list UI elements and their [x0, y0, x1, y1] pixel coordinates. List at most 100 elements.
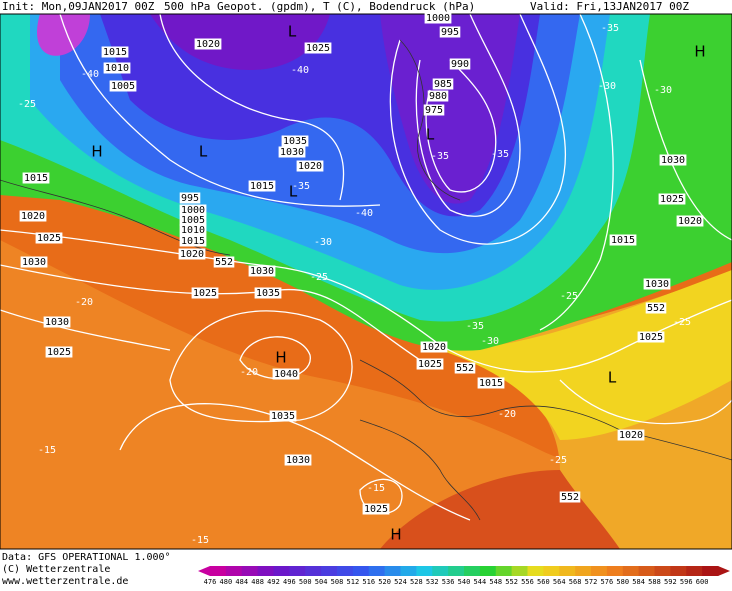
temperature-label: -40 — [291, 65, 309, 76]
pressure-center: L — [288, 23, 297, 41]
label-box — [179, 224, 207, 236]
pressure-center: H — [390, 526, 401, 544]
temperature-label: -25 — [673, 317, 691, 328]
label-box — [304, 42, 332, 54]
isobar-label: 1025 — [364, 504, 388, 515]
label-box — [254, 287, 282, 299]
legend-label: 524 — [394, 578, 407, 586]
label-box — [427, 90, 449, 102]
temperature-label: -25 — [560, 291, 578, 302]
legend-swatch — [670, 566, 687, 576]
isobar-label: 990 — [451, 59, 469, 70]
legend-swatch — [479, 566, 497, 576]
temperature-label: -20 — [75, 297, 93, 308]
temperature-label: -15 — [367, 483, 385, 494]
legend-label: 532 — [426, 578, 439, 586]
pressure-center: L — [608, 369, 617, 387]
field-magenta — [37, 14, 90, 56]
legend-label: 504 — [315, 578, 328, 586]
legend-label: 480 — [220, 578, 233, 586]
legend-swatch — [352, 566, 370, 576]
isobar-label: 1015 — [479, 378, 503, 389]
temperature-label: -35 — [431, 151, 449, 162]
isobar-label: 1015 — [24, 173, 48, 184]
label-box — [248, 265, 276, 277]
legend-swatch — [686, 566, 703, 576]
label-box — [659, 154, 687, 166]
temperature-label: -35 — [601, 23, 619, 34]
temperature-label: -25 — [18, 99, 36, 110]
isobar-label: 1020 — [196, 39, 220, 50]
legend-swatch — [464, 566, 481, 576]
legend-swatch — [543, 566, 560, 576]
legend-label: 528 — [410, 578, 423, 586]
label-box — [213, 256, 235, 268]
temperature-label: -25 — [549, 455, 567, 466]
legend-swatch — [575, 566, 592, 576]
label-box — [424, 12, 452, 24]
isobar-label: 1015 — [250, 181, 274, 192]
isobar-label: 1025 — [660, 194, 684, 205]
legend-swatch — [273, 566, 290, 576]
temperature-label: -35 — [466, 321, 484, 332]
isobar-label: 552 — [215, 257, 233, 268]
legend-swatch — [606, 566, 624, 576]
legend-label: 572 — [585, 578, 598, 586]
legend-swatch — [400, 566, 417, 576]
legend-label: 520 — [378, 578, 391, 586]
legend-label: 548 — [489, 578, 502, 586]
label-box — [645, 302, 667, 314]
temperature-label: -40 — [81, 69, 99, 80]
legend-swatch — [702, 566, 719, 576]
legend-swatch — [448, 566, 465, 576]
isobar-label: 1020 — [678, 216, 702, 227]
isobar-label: 975 — [425, 105, 443, 116]
legend-label: 512 — [347, 578, 360, 586]
legend-swatch — [622, 566, 640, 576]
label-box — [559, 491, 581, 503]
label-box — [43, 316, 71, 328]
legend-label: 568 — [569, 578, 582, 586]
legend-swatch — [638, 566, 655, 576]
isobar-label: 1015 — [103, 47, 127, 58]
legend-swatch — [559, 566, 576, 576]
isobar-label: 1025 — [37, 233, 61, 244]
label-box — [423, 104, 445, 116]
isobar-label: 1005 — [111, 81, 135, 92]
legend-swatch — [257, 566, 274, 576]
legend-swatch — [368, 566, 386, 576]
isobar-label: 552 — [647, 303, 665, 314]
pressure-center: H — [275, 349, 286, 367]
legend-label: 592 — [664, 578, 677, 586]
label-box — [432, 78, 454, 90]
legend-swatch — [289, 566, 306, 576]
isobar-label: 1005 — [181, 215, 205, 226]
legend-swatch — [416, 566, 433, 576]
isobar-label: 1020 — [180, 249, 204, 260]
label-box — [179, 192, 201, 204]
label-box — [420, 341, 448, 353]
label-box — [637, 331, 665, 343]
legend-arrow-right — [718, 566, 730, 576]
map-frame — [0, 13, 732, 550]
pressure-center: L — [199, 143, 208, 161]
legend-swatch — [305, 566, 322, 576]
init-label: Init: Mon,09JAN2017 00Z — [2, 0, 155, 13]
temperature-label: -40 — [355, 208, 373, 219]
isobar-label: 995 — [181, 193, 199, 204]
legend-label: 492 — [267, 578, 280, 586]
label-box — [617, 429, 645, 441]
temperature-label: -30 — [481, 336, 499, 347]
legend-swatch — [495, 566, 513, 576]
legend-label: 488 — [251, 578, 264, 586]
temperature-label: -30 — [654, 85, 672, 96]
isobar-label: 1030 — [661, 155, 685, 166]
legend-label: 496 — [283, 578, 296, 586]
temperature-label: -25 — [310, 272, 328, 283]
temperature-label: -35 — [292, 181, 310, 192]
isobar-label: 1025 — [306, 43, 330, 54]
legend-label: 536 — [442, 578, 455, 586]
isobar-label: 1025 — [193, 288, 217, 299]
legend-swatch — [384, 566, 401, 576]
